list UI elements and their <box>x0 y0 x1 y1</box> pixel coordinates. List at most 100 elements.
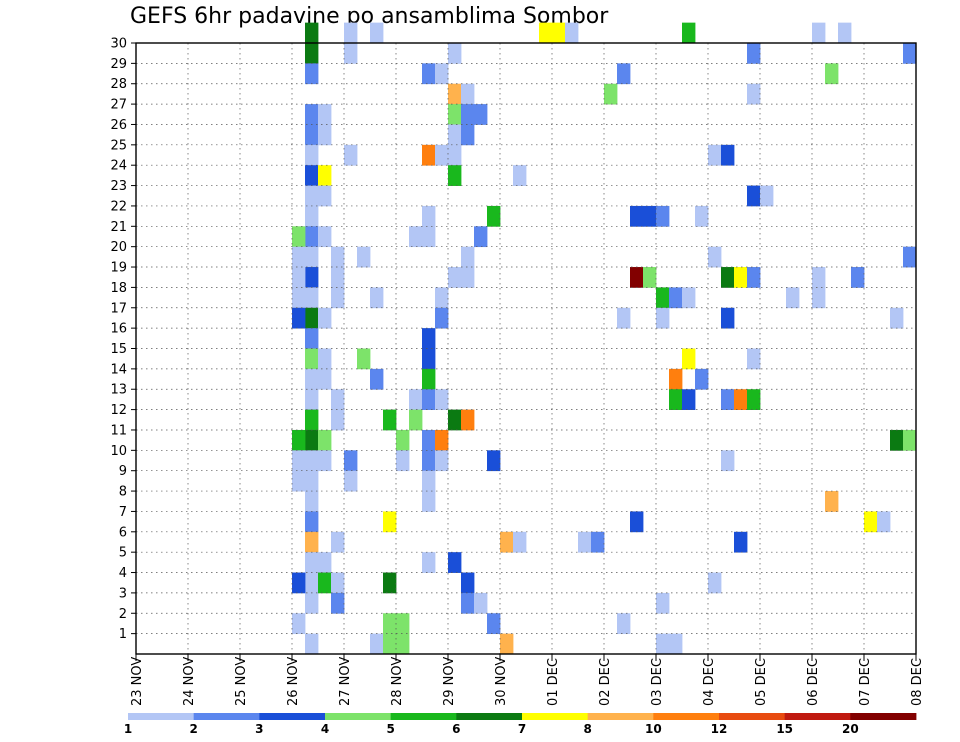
heatmap-cell <box>682 287 696 309</box>
heatmap-cell <box>305 205 319 227</box>
heatmap-cell <box>422 205 436 227</box>
heatmap-cell <box>344 144 358 166</box>
heatmap-cell <box>318 368 332 390</box>
heatmap-cell <box>747 43 761 64</box>
heatmap-cell <box>890 429 904 451</box>
heatmap-cell <box>747 389 761 410</box>
heatmap-cell <box>500 531 514 553</box>
heatmap-cell <box>318 185 332 207</box>
y-tick-label: 27 <box>110 98 127 113</box>
heatmap-cell <box>344 470 358 492</box>
colorbar-label: 3 <box>255 722 263 736</box>
heatmap-cell <box>305 144 319 166</box>
colorbar-label: 20 <box>842 722 859 736</box>
heatmap-cell <box>461 409 475 431</box>
heatmap-cell <box>305 592 319 614</box>
colorbar-label: 15 <box>776 722 793 736</box>
heatmap-cell <box>422 226 436 248</box>
heatmap-cell <box>383 409 397 431</box>
colorbar-segment <box>719 713 786 720</box>
colorbar-segment <box>390 713 457 720</box>
colorbar-segment <box>325 713 392 720</box>
heatmap-cell <box>513 531 527 553</box>
heatmap-cell <box>643 205 657 227</box>
heatmap-cell <box>461 83 475 105</box>
heatmap-cell <box>305 328 319 349</box>
colorbar-segment <box>456 713 523 720</box>
heatmap-cell <box>825 491 839 512</box>
heatmap-cell <box>721 307 735 329</box>
y-tick-label: 16 <box>110 322 127 337</box>
heatmap-cell <box>383 511 397 533</box>
y-tick-label: 28 <box>110 77 127 92</box>
y-tick-label: 1 <box>119 627 127 642</box>
heatmap-cell <box>370 22 384 44</box>
x-tick-label: 03 DEC <box>650 658 665 706</box>
heatmap-cell <box>344 43 358 64</box>
heatmap-cell <box>292 470 306 492</box>
heatmap-cell <box>292 307 306 329</box>
heatmap-cell <box>669 389 683 410</box>
heatmap-cell <box>331 246 345 268</box>
heatmap-cell <box>318 572 332 594</box>
heatmap-cell <box>422 389 436 410</box>
y-tick-label: 3 <box>119 586 127 601</box>
heatmap-cell <box>656 307 670 329</box>
heatmap-cell <box>344 22 358 44</box>
heatmap-cell <box>331 389 345 410</box>
heatmap-cell <box>305 531 319 553</box>
heatmap-cell <box>292 267 306 288</box>
heatmap-cell <box>864 511 878 533</box>
heatmap-cell <box>682 348 696 370</box>
colorbar-label: 12 <box>711 722 728 736</box>
heatmap-cell <box>435 429 449 451</box>
y-tick-label: 18 <box>110 281 127 296</box>
x-tick-label: 25 NOV <box>234 657 249 706</box>
heatmap-cell <box>305 43 319 64</box>
heatmap-cell <box>513 165 527 186</box>
heatmap-cell <box>435 450 449 472</box>
colorbar-label: 2 <box>189 722 197 736</box>
heatmap-cell <box>448 165 462 186</box>
heatmap-cell <box>747 83 761 105</box>
heatmap-cell <box>448 124 462 146</box>
heatmap-cell <box>448 144 462 166</box>
heatmap-cell <box>305 348 319 370</box>
colorbar-label: 1 <box>124 722 132 736</box>
heatmap-cell <box>318 124 332 146</box>
heatmap-cell <box>305 63 319 85</box>
heatmap-cell <box>396 450 410 472</box>
heatmap-cell <box>721 389 735 410</box>
heatmap-cell <box>292 287 306 309</box>
heatmap-cell <box>825 63 839 85</box>
heatmap-cell <box>318 226 332 248</box>
heatmap-cell <box>370 287 384 309</box>
heatmap-cell <box>903 429 917 451</box>
heatmap-cell <box>422 491 436 512</box>
colorbar-segment <box>128 713 195 720</box>
heatmap-cell <box>305 368 319 390</box>
y-tick-label: 4 <box>119 566 127 581</box>
heatmap-cell <box>487 613 501 635</box>
heatmap-cell <box>734 389 748 410</box>
heatmap-cell <box>409 409 423 431</box>
heatmap-cell <box>357 348 371 370</box>
heatmap-cell <box>292 613 306 635</box>
heatmap-cell <box>448 104 462 125</box>
heatmap-cell <box>422 429 436 451</box>
heatmap-cell <box>318 450 332 472</box>
heatmap-cell <box>461 267 475 288</box>
heatmap-cell <box>396 633 410 655</box>
x-tick-label: 07 DEC <box>858 658 873 706</box>
heatmap-cell <box>643 267 657 288</box>
heatmap-cell <box>708 246 722 268</box>
heatmap-cell <box>669 287 683 309</box>
y-tick-label: 2 <box>119 607 127 622</box>
y-tick-label: 30 <box>110 37 127 52</box>
heatmap-cell <box>617 63 631 85</box>
heatmap-cell <box>305 409 319 431</box>
heatmap-cell <box>461 104 475 125</box>
heatmap-cell <box>448 83 462 105</box>
heatmap-cell <box>305 246 319 268</box>
heatmap-cell <box>292 450 306 472</box>
